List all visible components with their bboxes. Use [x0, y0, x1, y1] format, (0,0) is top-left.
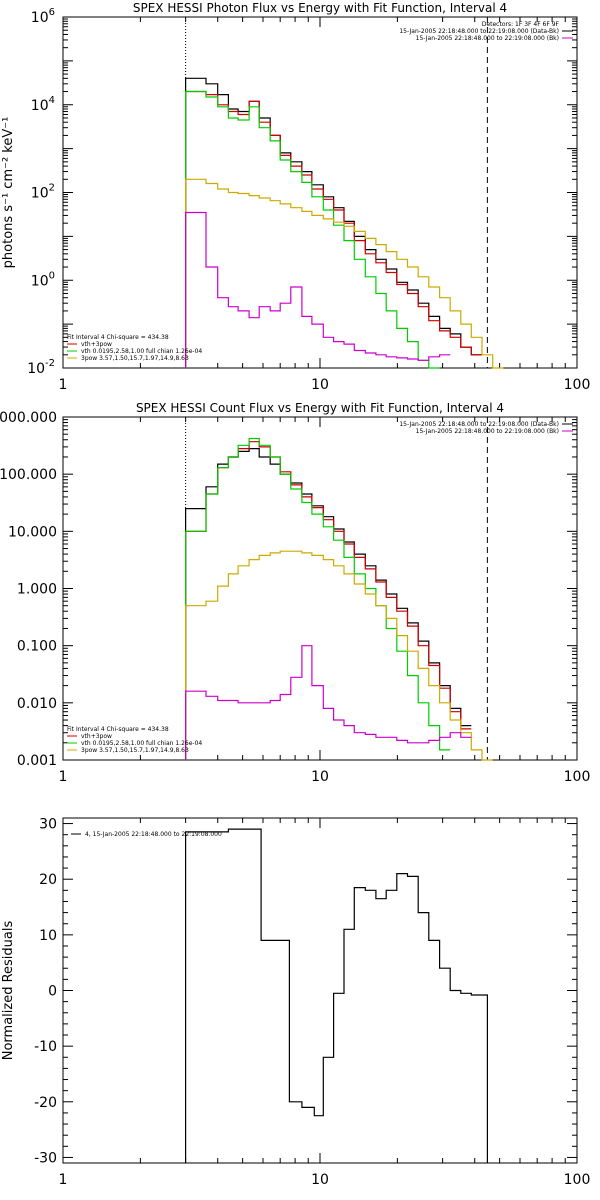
y-tick-exponent: -2 [45, 358, 55, 369]
y-tick-label: 100 [31, 270, 55, 289]
series-vth [185, 437, 451, 760]
y-tick-label: 30 [39, 817, 57, 833]
y-tick-label: -20 [34, 1095, 57, 1111]
y-tick-label: -30 [34, 1150, 57, 1166]
y-tick-base: 10 [27, 361, 45, 377]
series-vth-3pow [185, 90, 482, 368]
plot-frame [62, 817, 578, 1164]
series-3pow [185, 550, 493, 761]
legend-entry: 15-Jan-2005 22:18:48.000 to 22:19:08.000… [416, 428, 559, 435]
legend-entry: 3pow 3.57,1.50,15.7,1.97,14.9,8.63 [81, 355, 189, 362]
legend-entry: 3pow 3.57,1.50,15.7,1.97,14.9,8.63 [81, 747, 189, 754]
x-tick-label: 1 [59, 377, 68, 393]
y-tick-label: 0 [48, 984, 57, 1000]
legend-entry: 15-Jan-2005 22:18:48.000 to 22:19:08.000… [399, 421, 559, 428]
x-tick-label: 100 [564, 1172, 591, 1188]
x-tick-label: 100 [564, 377, 591, 393]
y-tick-exponent: 6 [49, 7, 55, 18]
y-axis-label: Normalized Residuals [1, 921, 16, 1061]
legend-entry: vth 0.0195,2.58,1.00 full chian 1.26e-04 [81, 348, 202, 355]
x-tick-label: 10 [311, 769, 329, 785]
y-tick-label: 20 [39, 872, 57, 888]
plot-frame [62, 416, 578, 761]
y-tick-label: 10.000 [8, 524, 57, 540]
legend-entry: Detectors: 1F 3F 4F 6F 9F [482, 21, 560, 28]
x-tick-label: 10 [311, 1172, 329, 1188]
x-tick-label: 100 [564, 769, 591, 785]
y-tick-base: 10 [31, 10, 49, 26]
legend-entry: Fit Interval 4 Chi-square = 434.38 [67, 334, 169, 341]
y-tick-base: 10 [31, 186, 49, 202]
y-tick-exponent: 4 [49, 95, 55, 106]
y-axis-label: photons s⁻¹ cm⁻² keV⁻¹ [1, 117, 16, 269]
y-tick-exponent: 2 [49, 183, 55, 194]
chart-title: SPEX HESSI Count Flux vs Energy with Fit… [136, 401, 504, 415]
series-residuals [185, 828, 488, 1163]
y-tick-label: 0.100 [17, 639, 57, 655]
legend-entry: vth+3pow [81, 733, 112, 740]
legend-entry: 4, 15-Jan-2005 22:18:48.000 to 22:19:08.… [85, 831, 222, 838]
y-tick-label: 10 [39, 928, 57, 944]
y-tick-label: 104 [31, 95, 55, 114]
series-bk [185, 645, 472, 760]
y-tick-label: 0.001 [17, 753, 57, 769]
y-tick-label: 10-2 [27, 358, 55, 377]
y-tick-base: 10 [31, 98, 49, 114]
legend-entry: vth+3pow [81, 341, 112, 348]
legend-entry: Fit Interval 4 Chi-square = 434.38 [67, 726, 169, 733]
x-tick-label: 1 [59, 1172, 68, 1188]
y-tick-label: 1.000 [17, 582, 57, 598]
y-tick-label: 102 [31, 183, 55, 202]
y-tick-exponent: 0 [49, 270, 55, 281]
series-bk [185, 211, 451, 368]
chart-title: SPEX HESSI Photon Flux vs Energy with Fi… [133, 1, 507, 15]
series-3pow [185, 178, 504, 369]
x-tick-label: 1 [59, 769, 68, 785]
plot-frame [62, 16, 578, 369]
series-vth [185, 90, 440, 369]
legend-entry: 15-Jan-2005 22:18:48.000 to 22:19:08.000… [416, 35, 559, 42]
y-tick-label: 0.010 [17, 696, 57, 712]
panel-1: SPEX HESSI Photon Flux vs Energy with Fi… [1, 1, 590, 393]
panel-2: SPEX HESSI Count Flux vs Energy with Fit… [0, 401, 590, 785]
x-tick-label: 10 [311, 377, 329, 393]
legend-entry: 15-Jan-2005 22:18:48.000 to 22:19:08.000… [399, 28, 559, 35]
y-tick-label: -10 [34, 1039, 57, 1055]
y-tick-label: 100.000 [0, 467, 57, 483]
y-tick-label: 106 [31, 7, 55, 26]
y-tick-base: 10 [31, 273, 49, 289]
legend-entry: vth 0.0195,2.58,1.00 full chian 1.26e-04 [81, 740, 202, 747]
